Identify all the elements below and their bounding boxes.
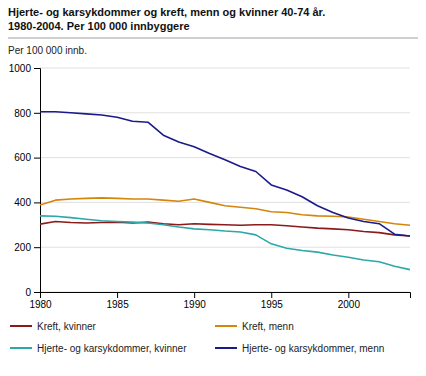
legend-item: Kreft, menn — [215, 321, 294, 332]
tick: 400 — [14, 197, 40, 208]
series-line — [40, 221, 410, 236]
tick-label: 800 — [14, 108, 31, 119]
tick-mark — [348, 292, 349, 298]
tick-label: 1985 — [106, 299, 129, 310]
subtitle: 1980-2004. Per 100 000 innbyggere — [8, 20, 190, 32]
tick-mark — [34, 202, 40, 203]
legend-label: Kreft, kvinner — [37, 321, 97, 332]
tick-mark — [34, 247, 40, 248]
tick-mark — [117, 292, 118, 298]
x-axis: 1980 1985 1990 1995 2000 — [29, 292, 410, 310]
tick-mark — [34, 68, 40, 69]
y-axis-label: Per 100 000 innb. — [8, 45, 87, 56]
legend-label: Hjerte- og karsykdommer, kvinner — [37, 343, 187, 354]
tick-mark — [34, 113, 40, 114]
tick-mark — [194, 292, 195, 298]
plot: 1980 1985 1990 1995 2000 0 200 400 600 800 1000 — [9, 63, 411, 310]
grid-line — [40, 112, 410, 113]
axis-line — [41, 293, 411, 299]
legend-item: Hjerte- og karsykdommer, kvinner — [10, 343, 187, 354]
tick-label: 1990 — [184, 299, 207, 310]
tick-label: 1980 — [29, 299, 52, 310]
title: Hjerte- og karsykdommer og kreft, menn o… — [8, 6, 325, 18]
grid-line — [40, 247, 410, 248]
tick-label: 2000 — [338, 299, 361, 310]
tick-mark — [271, 292, 272, 298]
tick: 0 — [25, 287, 40, 298]
tick-label: 200 — [14, 242, 31, 253]
y-axis: 0 200 400 600 800 1000 — [9, 63, 41, 298]
y-grid — [40, 68, 410, 292]
series-line — [40, 112, 410, 236]
tick: 1000 — [9, 63, 40, 74]
tick: 1995 — [261, 292, 284, 310]
tick-label: 600 — [14, 152, 31, 163]
series-line — [40, 216, 410, 270]
tick: 600 — [14, 152, 40, 163]
legend-swatch — [10, 325, 32, 327]
tick-mark — [34, 158, 40, 159]
tick: 1985 — [106, 292, 129, 310]
tick: 2000 — [338, 292, 361, 310]
tick-label: 1000 — [9, 63, 32, 74]
title-rule — [8, 38, 418, 39]
legend-swatch — [10, 347, 32, 349]
axis-line — [34, 69, 41, 293]
series-line — [40, 198, 410, 225]
series-group — [40, 112, 410, 270]
tick: 800 — [14, 108, 40, 119]
legend-swatch — [215, 347, 237, 349]
tick-label: 400 — [14, 197, 31, 208]
legend-item: Kreft, kvinner — [10, 321, 97, 332]
legend-label: Kreft, menn — [242, 321, 294, 332]
tick: 1980 — [29, 292, 52, 310]
legend: Kreft, kvinner Kreft, menn Hjerte- og kars… — [10, 321, 384, 354]
grid-line — [40, 68, 410, 69]
tick-label: 1995 — [261, 299, 284, 310]
tick: 1990 — [184, 292, 207, 310]
tick-mark — [34, 292, 40, 293]
chart: Hjerte- og karsykdommer og kreft, menn o… — [0, 0, 426, 376]
tick: 200 — [14, 242, 40, 253]
grid-line — [40, 157, 410, 158]
grid-line — [40, 202, 410, 203]
tick-label: 0 — [25, 287, 31, 298]
legend-swatch — [215, 325, 237, 327]
legend-label: Hjerte- og karsykdommer, menn — [242, 343, 384, 354]
legend-item: Hjerte- og karsykdommer, menn — [215, 343, 384, 354]
